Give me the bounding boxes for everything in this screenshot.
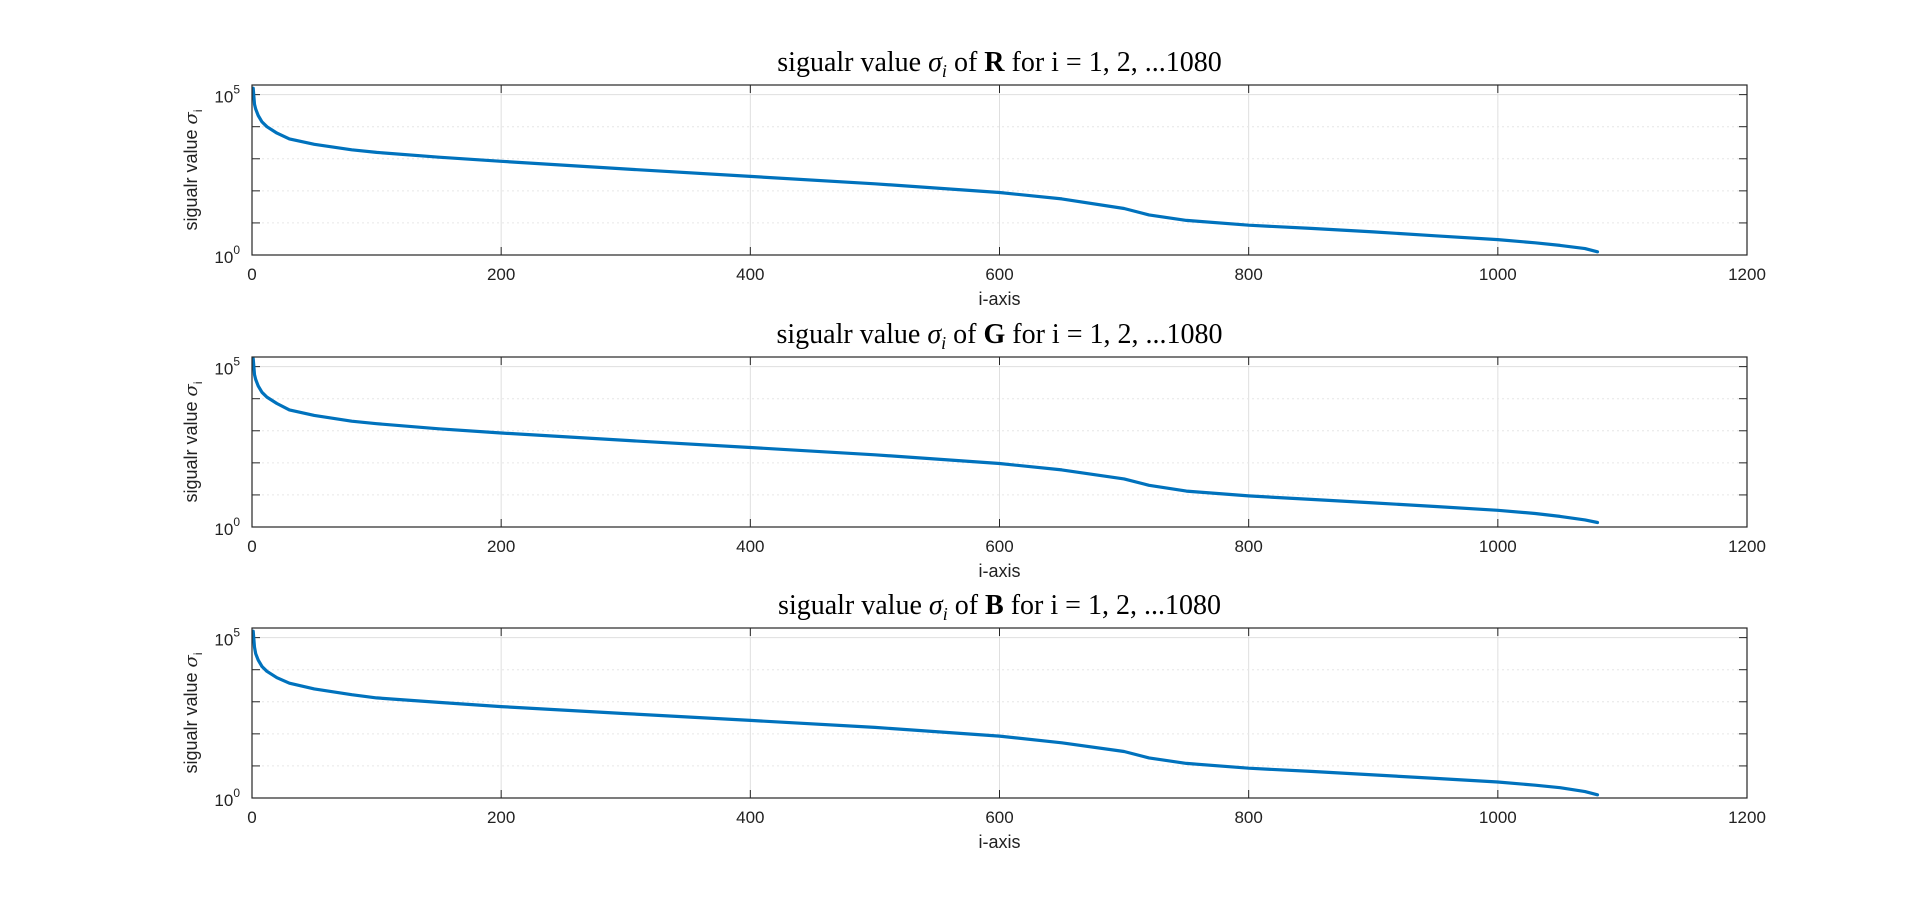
x-tick-label: 200	[487, 537, 515, 556]
y-tick-label: 100	[214, 243, 240, 267]
y-tick-base: 10	[214, 360, 233, 379]
title-subscript: i	[942, 61, 947, 81]
x-axis-label: i-axis	[978, 832, 1020, 852]
axes-box	[251, 84, 1748, 256]
y-tick-base: 10	[214, 88, 233, 107]
y-label-subscript: i	[191, 381, 205, 384]
x-tick-label: 0	[247, 808, 256, 827]
y-label-text: sigualr value	[181, 667, 201, 773]
title-matrix: G	[984, 319, 1006, 350]
title-matrix: B	[985, 590, 1004, 621]
y-label-sigma: σ	[181, 383, 202, 396]
y-tick-exponent: 5	[233, 355, 240, 369]
title-matrix: R	[984, 47, 1005, 78]
axes-box	[251, 627, 1748, 799]
y-axis-label: sigualr value σi	[181, 381, 205, 502]
title-of: of	[946, 319, 983, 350]
y-tick-label: 105	[214, 355, 240, 379]
x-tick-label: 600	[985, 537, 1013, 556]
y-tick-label: 100	[214, 786, 240, 810]
subplot-title: sigualr value σi of B for i = 1, 2, ...1…	[778, 590, 1221, 624]
y-tick-exponent: 0	[233, 243, 240, 257]
y-axis-label: sigualr value σi	[181, 652, 205, 773]
y-tick-label: 105	[214, 83, 240, 107]
x-tick-label: 1000	[1479, 808, 1517, 827]
x-tick-label: 0	[247, 265, 256, 284]
y-tick-base: 10	[214, 791, 233, 810]
title-of: of	[948, 590, 985, 621]
x-axis-label: i-axis	[978, 561, 1020, 581]
title-of: of	[947, 47, 984, 78]
title-prefix: sigualr value	[777, 319, 928, 350]
subplot-3: 0 200 400 600 800 1000 1200100105i-axissigualr…	[181, 590, 1766, 852]
x-tick-label: 0	[247, 537, 256, 556]
x-tick-label: 800	[1234, 808, 1262, 827]
axes-box	[251, 356, 1748, 528]
title-prefix: sigualr value	[778, 590, 929, 621]
y-label-text: sigualr value	[181, 124, 201, 230]
x-tick-label: 1200	[1728, 265, 1766, 284]
y-tick-exponent: 0	[233, 786, 240, 800]
x-tick-label: 400	[736, 265, 764, 284]
x-tick-label: 800	[1234, 537, 1262, 556]
title-sigma: σ	[929, 590, 944, 621]
x-tick-label: 200	[487, 265, 515, 284]
x-tick-label: 600	[985, 265, 1013, 284]
x-tick-label: 1200	[1728, 808, 1766, 827]
title-suffix: for i = 1, 2, ...1080	[1004, 590, 1221, 621]
title-suffix: for i = 1, 2, ...1080	[1005, 319, 1222, 350]
y-axis-label: sigualr value σi	[181, 109, 205, 230]
y-tick-base: 10	[214, 520, 233, 539]
title-subscript: i	[943, 604, 948, 624]
x-tick-label: 1000	[1479, 537, 1517, 556]
x-tick-label: 400	[736, 537, 764, 556]
subplot-2: 0 200 400 600 800 1000 1200100105i-axissigualr…	[181, 319, 1766, 581]
y-label-subscript: i	[191, 652, 205, 655]
series-line	[252, 629, 1600, 797]
y-tick-exponent: 5	[233, 83, 240, 97]
y-label-sigma: σ	[181, 654, 202, 667]
series-line	[252, 357, 1600, 525]
x-axis-label: i-axis	[978, 289, 1020, 309]
y-tick-base: 10	[214, 631, 233, 650]
subplot-1: 0 200 400 600 800 1000 1200100105i-axissigualr…	[181, 47, 1766, 309]
title-suffix: for i = 1, 2, ...1080	[1005, 47, 1222, 78]
title-sigma: σ	[927, 319, 942, 350]
x-tick-label: 800	[1234, 265, 1262, 284]
title-subscript: i	[941, 333, 946, 353]
x-tick-label: 400	[736, 808, 764, 827]
y-tick-exponent: 0	[233, 515, 240, 529]
x-tick-label: 1000	[1479, 265, 1517, 284]
x-tick-label: 1200	[1728, 537, 1766, 556]
y-tick-label: 100	[214, 515, 240, 539]
title-sigma: σ	[928, 47, 943, 78]
subplot-title: sigualr value σi of R for i = 1, 2, ...1…	[777, 47, 1221, 81]
x-tick-label: 200	[487, 808, 515, 827]
series-line	[252, 86, 1600, 254]
y-label-subscript: i	[191, 109, 205, 112]
x-tick-label: 600	[985, 808, 1013, 827]
y-tick-exponent: 5	[233, 626, 240, 640]
y-tick-label: 105	[214, 626, 240, 650]
y-tick-base: 10	[214, 248, 233, 267]
y-label-sigma: σ	[181, 111, 202, 124]
y-label-text: sigualr value	[181, 396, 201, 502]
title-prefix: sigualr value	[777, 47, 928, 78]
subplot-title: sigualr value σi of G for i = 1, 2, ...1…	[777, 319, 1223, 353]
